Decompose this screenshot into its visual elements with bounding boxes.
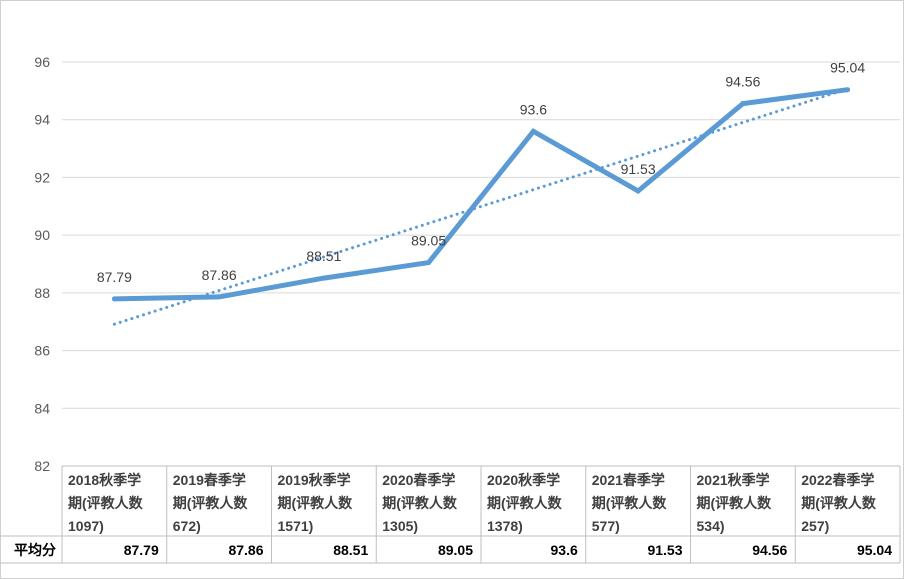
data-table: 2018秋季学期(评教人数1097)2019春季学期(评教人数672)2019秋… <box>0 465 901 564</box>
category-label: 期(评教人数 <box>173 495 249 511</box>
data-label: 87.86 <box>202 267 237 283</box>
category-label: 期(评教人数 <box>487 495 563 511</box>
gridlines <box>62 61 900 409</box>
data-point <box>845 87 851 93</box>
category-label: 2020秋季学 <box>487 472 560 488</box>
category-label: 577) <box>592 518 620 534</box>
category-label: 期(评教人数 <box>697 495 773 511</box>
data-point <box>530 128 536 134</box>
category-label: 期(评教人数 <box>801 495 877 511</box>
y-tick-label: 86 <box>34 343 50 359</box>
category-label: 257) <box>801 518 829 534</box>
table-value-cell: 87.79 <box>124 542 159 558</box>
table-row-label: 平均分 <box>14 542 56 558</box>
data-point <box>111 296 117 302</box>
y-tick-label: 92 <box>34 169 50 185</box>
data-point <box>740 101 746 107</box>
data-point <box>426 260 432 266</box>
category-label: 672) <box>173 518 201 534</box>
data-label: 88.51 <box>306 248 341 264</box>
category-label: 1305) <box>382 518 418 534</box>
table-value-cell: 87.86 <box>228 542 263 558</box>
data-point <box>216 294 222 300</box>
data-point <box>635 188 641 194</box>
category-label: 2020春季学 <box>382 472 455 488</box>
y-tick-label: 94 <box>34 112 50 128</box>
series-line <box>114 87 848 302</box>
table-value-cell: 89.05 <box>438 542 473 558</box>
category-label: 2019春季学 <box>173 472 246 488</box>
trendline <box>112 87 850 326</box>
category-label: 期(评教人数 <box>278 495 354 511</box>
y-tick-label: 90 <box>34 227 50 243</box>
y-tick-label: 88 <box>34 285 50 301</box>
y-tick-label: 82 <box>34 458 50 474</box>
category-label: 2021春季学 <box>592 472 665 488</box>
table-value-cell: 91.53 <box>647 542 682 558</box>
data-label: 94.56 <box>725 74 760 90</box>
data-label: 91.53 <box>621 161 656 177</box>
category-label: 期(评教人数 <box>382 495 458 511</box>
y-tick-label: 96 <box>34 54 50 70</box>
data-point <box>321 275 327 281</box>
plot-area: 87.79 87.86 88.51 89.05 93.6 91.53 94.56 95.04 <box>97 60 865 326</box>
data-label: 93.6 <box>520 101 547 117</box>
category-label: 2021秋季学 <box>697 472 770 488</box>
category-label: 1571) <box>278 518 314 534</box>
table-value-cell: 88.51 <box>333 542 368 558</box>
category-label: 期(评教人数 <box>592 495 668 511</box>
table-value-cell: 94.56 <box>752 542 787 558</box>
table-value-cell: 95.04 <box>857 542 892 558</box>
category-label: 2018秋季学 <box>68 472 141 488</box>
category-label: 1378) <box>487 518 523 534</box>
category-label: 534) <box>697 518 725 534</box>
data-label: 95.04 <box>830 60 865 76</box>
data-label: 89.05 <box>411 233 446 249</box>
category-label: 2022春季学 <box>801 472 874 488</box>
data-label: 87.79 <box>97 269 132 285</box>
category-label: 期(评教人数 <box>68 495 144 511</box>
table-value-cell: 93.6 <box>551 542 578 558</box>
y-tick-label: 84 <box>34 400 50 416</box>
y-axis: 82 84 86 88 90 92 94 96 <box>34 54 50 474</box>
category-label: 2019秋季学 <box>278 472 351 488</box>
category-label: 1097) <box>68 518 104 534</box>
